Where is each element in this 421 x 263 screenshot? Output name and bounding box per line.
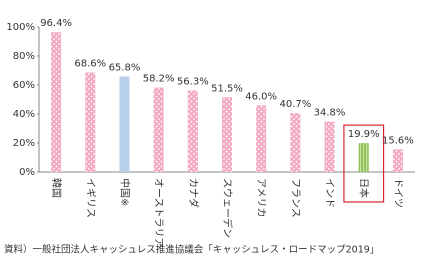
- value-label: 68.6%: [74, 59, 106, 70]
- value-label: 46.0%: [245, 91, 277, 102]
- x-tick-label: 中国※: [118, 178, 131, 206]
- x-tick-label: カナダ: [187, 178, 200, 208]
- bar-pattern: [51, 32, 62, 172]
- x-tick-label: 日本: [358, 178, 371, 198]
- value-label: 65.8%: [109, 63, 141, 74]
- value-label: 40.7%: [279, 99, 311, 110]
- value-label: 51.5%: [211, 83, 243, 94]
- x-tick-label: オーストラリア: [153, 178, 165, 248]
- bar-pattern: [290, 112, 301, 172]
- value-label: 19.9%: [348, 129, 380, 140]
- y-tick-label: 0%: [19, 167, 35, 178]
- bar-pattern: [256, 105, 267, 172]
- y-tick-label: 100%: [6, 22, 35, 33]
- value-label: 58.2%: [143, 74, 175, 85]
- value-label: 15.6%: [382, 135, 414, 146]
- bar: [119, 76, 130, 172]
- x-tick-label: インド: [324, 178, 335, 208]
- y-tick-label: 40%: [13, 109, 35, 120]
- x-tick-label: スウェーデン: [221, 178, 234, 238]
- x-tick-label: アメリカ: [255, 178, 267, 218]
- source-note: 資料）一般社団法人キャッシュレス推進協議会「キャッシュレス・ロードマップ2019…: [4, 244, 379, 256]
- value-label: 34.8%: [314, 108, 346, 119]
- value-label: 96.4%: [40, 18, 72, 29]
- bar-pattern: [85, 72, 96, 172]
- bar-pattern: [324, 121, 335, 172]
- x-tick-label: 韓国: [50, 178, 62, 198]
- x-tick-label: イギリス: [84, 178, 96, 218]
- value-label: 56.3%: [177, 76, 209, 87]
- y-tick-label: 60%: [13, 80, 35, 91]
- bar-pattern: [187, 90, 198, 172]
- y-tick-label: 80%: [13, 51, 35, 62]
- bar-pattern: [222, 97, 232, 172]
- x-tick-label: フランス: [289, 178, 301, 218]
- bar-pattern: [392, 149, 403, 172]
- bar-pattern: [153, 87, 164, 172]
- x-tick-label: ドイツ: [392, 178, 403, 208]
- bar-pattern: [358, 143, 369, 172]
- highlight-box: [343, 124, 385, 203]
- y-tick-label: 20%: [13, 138, 35, 149]
